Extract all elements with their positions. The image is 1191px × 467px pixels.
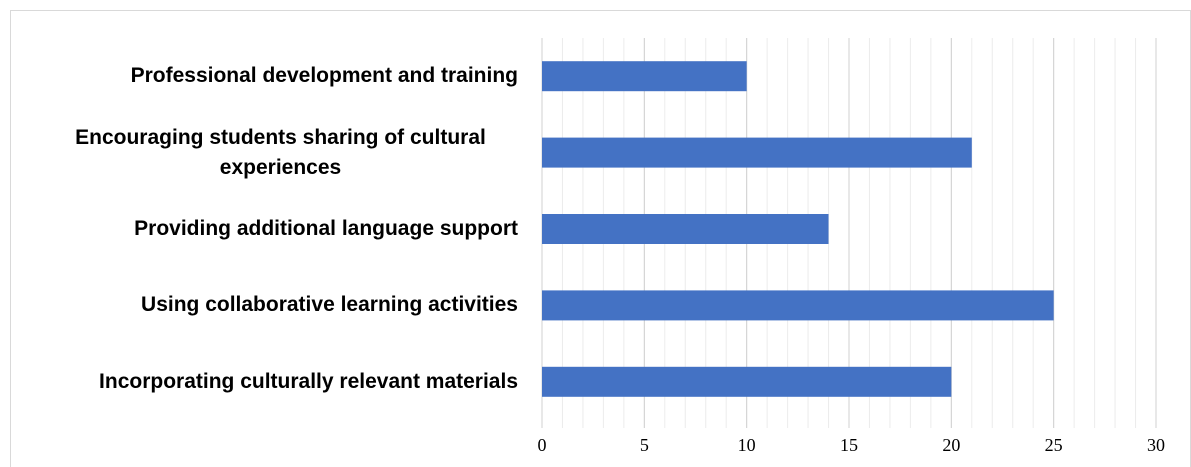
x-tick-label: 10: [738, 435, 756, 455]
x-tick-label: 30: [1147, 435, 1165, 455]
bar: [542, 366, 952, 397]
x-tick-label: 0: [538, 435, 547, 455]
x-tick-label: 15: [840, 435, 858, 455]
y-tick-label: Using collaborative learning activities: [141, 293, 518, 317]
bar: [542, 137, 972, 168]
y-tick-label-box: Professional development and training: [131, 61, 518, 91]
bar: [542, 214, 829, 244]
y-tick-label-box: Using collaborative learning activities: [141, 290, 518, 320]
x-tick-label: 5: [640, 435, 649, 455]
y-tick-label: Incorporating culturally relevant materi…: [99, 369, 518, 393]
y-tick-label: Providing additional language support: [134, 217, 518, 240]
x-tick-label: 20: [942, 435, 960, 455]
y-tick-label: Professional development and training: [130, 64, 518, 88]
bar: [542, 61, 747, 92]
y-tick-label-box: Incorporating culturally relevant materi…: [99, 367, 518, 397]
y-tick-label-box: Encouraging students sharing of cultural…: [43, 123, 518, 183]
y-tick-label: Encouraging students sharing of cultural…: [75, 125, 486, 179]
bar: [542, 290, 1054, 321]
y-tick-label-box: Providing additional language support: [134, 214, 518, 244]
x-tick-label: 25: [1045, 435, 1063, 455]
